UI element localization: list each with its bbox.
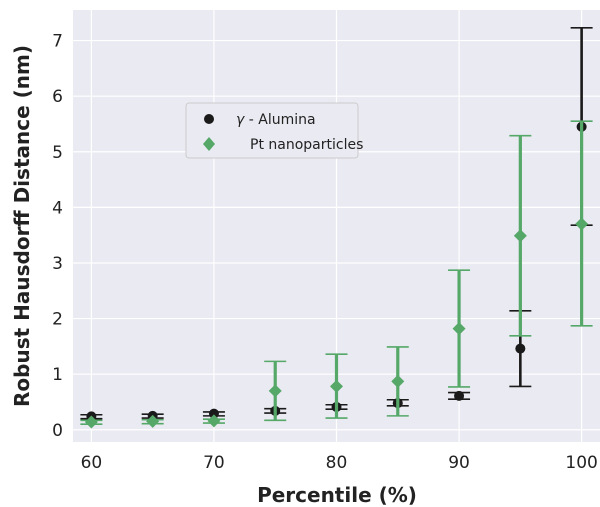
x-tick-label: 80 [326,453,348,473]
legend-box [185,102,359,159]
series-pt [80,120,593,429]
y-tick-label: 6 [52,87,63,107]
y-tick-label: 4 [52,198,63,218]
data-point [452,322,466,336]
legend-label-pt: Pt nanoparticles [250,137,363,153]
data-point [268,384,282,398]
y-tick-labels: 0 1 2 3 4 5 6 7 [52,32,63,441]
data-point [330,379,343,393]
x-axis-label: Percentile (%) [257,483,417,507]
x-tick-label: 100 [565,453,597,473]
legend-label-alumina: γ - Alumina [236,112,316,128]
data-point [513,229,527,243]
x-tick-label: 70 [203,453,225,473]
legend-label-alumina-suffix: - Alumina [244,112,315,128]
data-point [515,343,526,354]
data-point [575,217,589,231]
legend: γ - Alumina Pt nanoparticles [185,102,363,159]
data-point [208,408,219,419]
series-layer [80,26,593,429]
data-point [84,415,98,429]
y-tick-label: 5 [52,143,63,163]
y-tick-label: 0 [52,421,63,441]
data-point [391,374,405,388]
legend-label-alumina-prefix: γ [236,112,245,128]
data-point [454,390,465,401]
legend-marker-alumina [204,114,214,124]
x-tick-label: 90 [448,453,470,473]
legend-marker-pt [203,137,215,151]
data-point [146,414,160,428]
data-point [207,414,221,428]
y-tick-label: 3 [52,254,63,274]
x-tick-labels: 60 70 80 90 100 [81,453,598,473]
y-tick-label: 1 [52,365,63,385]
x-tick-label: 60 [81,453,103,473]
y-tick-label: 2 [52,310,63,330]
y-axis-label: Robust Hausdorff Distance (nm) [10,45,34,407]
y-tick-label: 7 [52,32,63,52]
